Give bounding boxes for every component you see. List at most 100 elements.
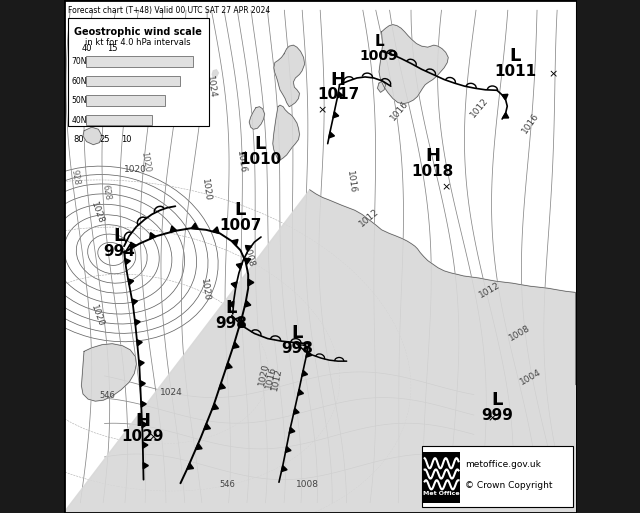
Polygon shape xyxy=(302,370,308,377)
Text: 1024: 1024 xyxy=(160,388,182,397)
Polygon shape xyxy=(329,132,335,138)
Polygon shape xyxy=(204,423,211,430)
Text: 1020: 1020 xyxy=(124,165,147,174)
Polygon shape xyxy=(244,301,251,307)
Bar xyxy=(422,446,573,507)
Text: 40: 40 xyxy=(82,44,92,53)
Text: 80: 80 xyxy=(74,135,84,145)
Polygon shape xyxy=(236,263,242,269)
Polygon shape xyxy=(337,92,343,98)
Text: 1008: 1008 xyxy=(508,324,532,343)
Polygon shape xyxy=(143,442,148,448)
Text: 628: 628 xyxy=(100,184,113,201)
Polygon shape xyxy=(63,190,575,513)
Text: Met Office: Met Office xyxy=(423,490,460,496)
Text: 1020: 1020 xyxy=(198,278,211,302)
Polygon shape xyxy=(274,45,305,107)
Polygon shape xyxy=(239,321,245,328)
Text: 1016: 1016 xyxy=(520,111,541,135)
Polygon shape xyxy=(293,408,299,415)
Text: L: L xyxy=(235,201,246,220)
Polygon shape xyxy=(187,463,193,469)
Text: 1017: 1017 xyxy=(317,87,359,103)
Text: 60N: 60N xyxy=(72,76,87,86)
Text: 1012: 1012 xyxy=(357,207,380,229)
Polygon shape xyxy=(378,81,386,92)
Text: H: H xyxy=(426,147,440,166)
Bar xyxy=(423,452,460,503)
Text: 1008: 1008 xyxy=(296,480,319,489)
Text: 546: 546 xyxy=(99,390,115,400)
Text: 1020: 1020 xyxy=(200,178,212,202)
Text: L: L xyxy=(291,324,303,343)
Polygon shape xyxy=(140,381,145,387)
Text: 1020: 1020 xyxy=(89,303,105,328)
Polygon shape xyxy=(191,223,198,229)
Polygon shape xyxy=(232,342,239,348)
Polygon shape xyxy=(137,340,142,346)
Bar xyxy=(86,76,180,86)
Polygon shape xyxy=(228,301,234,307)
Text: 70N: 70N xyxy=(72,57,87,66)
Text: 546: 546 xyxy=(220,480,236,489)
Polygon shape xyxy=(298,389,303,396)
Bar xyxy=(86,95,165,106)
Polygon shape xyxy=(139,360,144,366)
Polygon shape xyxy=(285,446,291,452)
Polygon shape xyxy=(143,463,148,469)
Polygon shape xyxy=(141,401,147,407)
Text: Geostrophic wind scale: Geostrophic wind scale xyxy=(74,27,202,37)
Polygon shape xyxy=(502,94,508,100)
Text: © Crown Copyright: © Crown Copyright xyxy=(465,481,553,490)
Text: 1004: 1004 xyxy=(518,367,543,387)
Bar xyxy=(86,115,152,125)
Text: 1029: 1029 xyxy=(122,428,164,444)
Text: 998: 998 xyxy=(215,315,247,331)
Text: 1007: 1007 xyxy=(220,218,262,233)
Text: metoffice.gov.uk: metoffice.gov.uk xyxy=(465,460,541,469)
Polygon shape xyxy=(219,383,225,389)
Polygon shape xyxy=(273,105,300,160)
Text: 1011: 1011 xyxy=(494,64,536,80)
Text: 1016: 1016 xyxy=(264,365,278,389)
Text: 928: 928 xyxy=(70,168,82,186)
Text: 1012: 1012 xyxy=(468,96,490,120)
Polygon shape xyxy=(212,403,218,410)
Bar xyxy=(86,56,193,67)
Polygon shape xyxy=(170,226,177,232)
Polygon shape xyxy=(232,240,238,246)
Polygon shape xyxy=(282,466,287,471)
Text: 999: 999 xyxy=(481,408,513,423)
Text: 1008: 1008 xyxy=(241,244,255,269)
Text: 1028: 1028 xyxy=(89,201,105,225)
Text: 998: 998 xyxy=(281,341,313,357)
Text: L: L xyxy=(509,47,520,66)
Text: 40N: 40N xyxy=(72,115,87,125)
Polygon shape xyxy=(249,107,264,129)
Polygon shape xyxy=(142,422,147,428)
Bar xyxy=(68,18,209,126)
Text: L: L xyxy=(113,227,125,245)
Text: Forecast chart (T+48) Valid 00 UTC SAT 27 APR 2024: Forecast chart (T+48) Valid 00 UTC SAT 2… xyxy=(68,6,270,15)
Text: ×: × xyxy=(318,105,327,115)
Polygon shape xyxy=(244,258,251,264)
Text: ×: × xyxy=(487,413,497,423)
Text: 994: 994 xyxy=(103,244,135,259)
Polygon shape xyxy=(196,443,202,449)
Polygon shape xyxy=(134,319,140,325)
Text: 25: 25 xyxy=(99,135,110,145)
Text: in kt for 4.0 hPa intervals: in kt for 4.0 hPa intervals xyxy=(85,38,191,48)
Text: 1016: 1016 xyxy=(236,150,248,173)
Polygon shape xyxy=(150,232,156,239)
Text: 10: 10 xyxy=(122,135,132,145)
Text: 1018: 1018 xyxy=(412,164,454,180)
Text: L: L xyxy=(225,299,237,317)
Text: 1012: 1012 xyxy=(477,280,502,300)
Polygon shape xyxy=(83,127,102,145)
Polygon shape xyxy=(131,242,136,249)
Polygon shape xyxy=(306,351,312,357)
Text: 1024: 1024 xyxy=(205,75,218,99)
Polygon shape xyxy=(132,299,138,305)
Polygon shape xyxy=(212,227,219,233)
Polygon shape xyxy=(125,259,131,265)
